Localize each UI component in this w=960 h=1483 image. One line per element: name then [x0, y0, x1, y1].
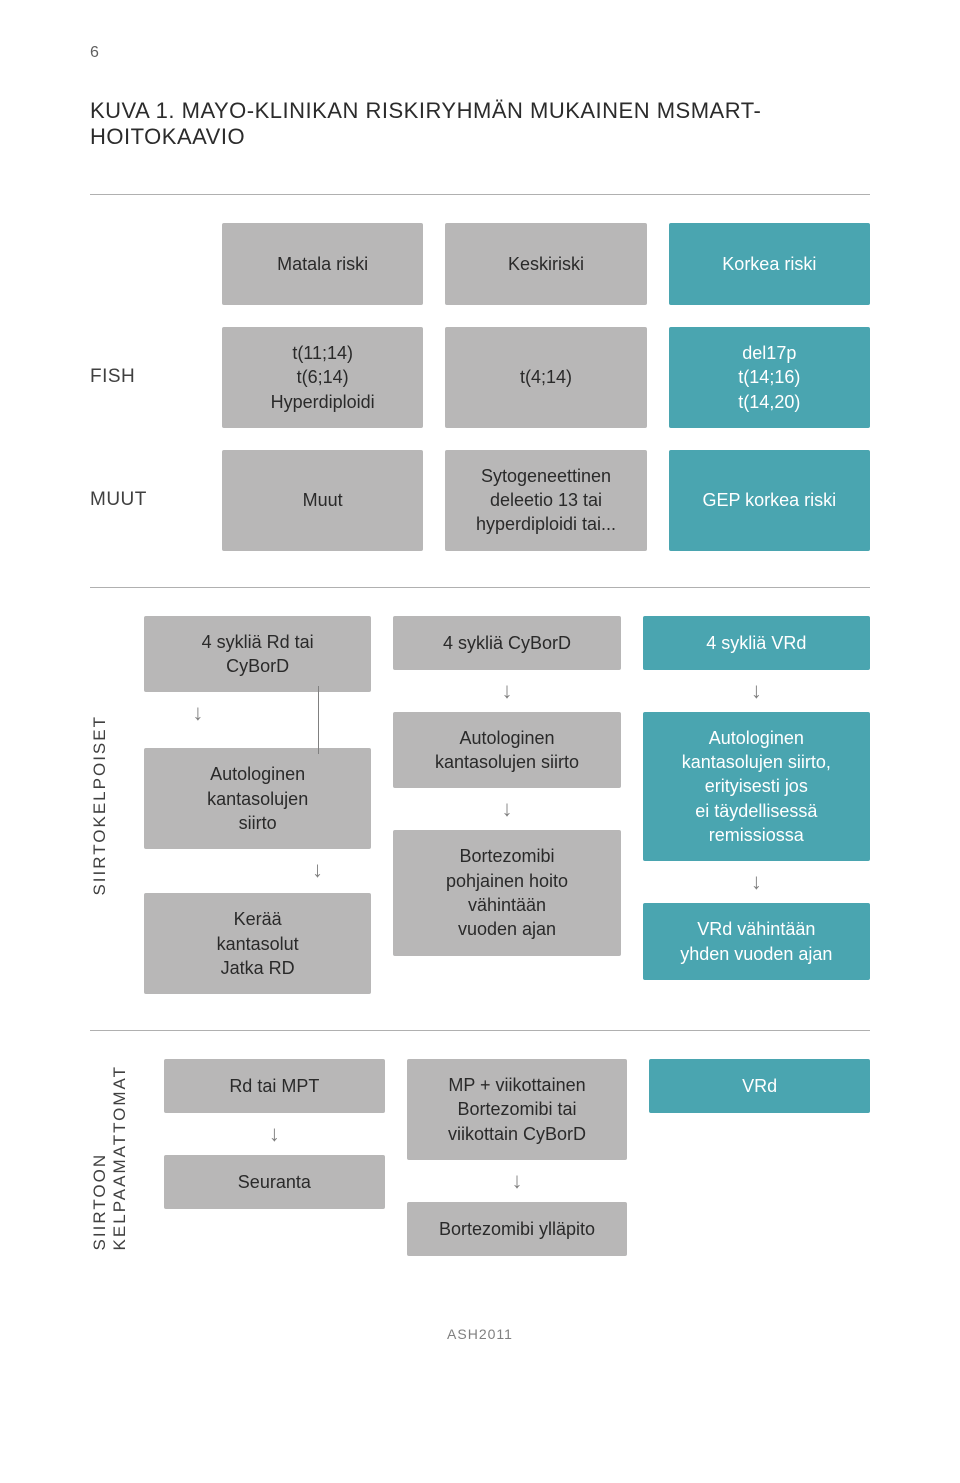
arrow-down-icon: ↓ — [501, 798, 512, 820]
arrow-down-icon: ↓ — [261, 859, 375, 883]
fish-row: FISH t(11;14)t(6;14)Hyperdiploidi t(4;14… — [90, 327, 870, 428]
fish-mid: t(4;14) — [445, 327, 646, 428]
eligible-col-low: 4 sykliä Rd taiCyBorD ↓ Autologinenkanta… — [144, 616, 371, 994]
risk-low-header: Matala riski — [222, 223, 423, 305]
inelig-high-a: VRd — [649, 1059, 870, 1113]
elig-mid-c: Bortezomibipohjainen hoitovähintäänvuode… — [393, 830, 620, 955]
elig-low-b: Autologinenkantasolujensiirto — [144, 748, 371, 849]
fish-label: FISH — [90, 327, 200, 428]
muut-mid: Sytogeneettinendeleetio 13 taihyperdiplo… — [445, 450, 646, 551]
footer-text: ASH2011 — [90, 1326, 870, 1342]
eligible-col-mid: 4 sykliä CyBorD ↓ Autologinenkantasoluje… — [393, 616, 620, 994]
eligible-vlabel: SIIRTOKELPOISET — [90, 715, 110, 896]
inelig-mid-a: MP + viikottainenBortezomibi taiviikotta… — [407, 1059, 628, 1160]
muut-label: MUUT — [90, 450, 200, 551]
arrow-down-icon: ↓ — [141, 702, 255, 738]
elig-mid-a: 4 sykliä CyBorD — [393, 616, 620, 670]
muut-low: Muut — [222, 450, 423, 551]
elig-low-c: KerääkantasolutJatka RD — [144, 893, 371, 994]
arrow-down-icon: ↓ — [511, 1170, 522, 1192]
inelig-low-b: Seuranta — [164, 1155, 385, 1209]
elig-mid-b: Autologinenkantasolujen siirto — [393, 712, 620, 789]
inelig-col-mid: MP + viikottainenBortezomibi taiviikotta… — [407, 1059, 628, 1256]
section-eligible: SIIRTOKELPOISET 4 sykliä Rd taiCyBorD ↓ — [90, 587, 870, 994]
arrow-down-icon: ↓ — [269, 1123, 280, 1145]
figure-title: KUVA 1. MAYO-KLINIKAN RISKIRYHMÄN MUKAIN… — [90, 98, 870, 150]
risk-high-header: Korkea riski — [669, 223, 870, 305]
eligible-col-high: 4 sykliä VRd ↓ Autologinenkantasolujen s… — [643, 616, 870, 994]
inelig-col-low: Rd tai MPT ↓ Seuranta — [164, 1059, 385, 1256]
page-number: 6 — [90, 44, 870, 62]
inelig-mid-b: Bortezomibi ylläpito — [407, 1202, 628, 1256]
arrow-down-icon: ↓ — [751, 871, 762, 893]
branch-line — [318, 686, 319, 754]
elig-low-a: 4 sykliä Rd taiCyBorD — [144, 616, 371, 693]
elig-high-a: 4 sykliä VRd — [643, 616, 870, 670]
fish-low: t(11;14)t(6;14)Hyperdiploidi — [222, 327, 423, 428]
elig-high-b: Autologinenkantasolujen siirto,erityises… — [643, 712, 870, 861]
section-ineligible: SIIRTOONKELPAAMATTOMAT Rd tai MPT ↓ Seur… — [90, 1030, 870, 1266]
ineligible-vlabel: SIIRTOONKELPAAMATTOMAT — [90, 1065, 130, 1250]
section-risk: Matala riski Keskiriski Korkea riski FIS… — [90, 194, 870, 551]
risk-header-row: Matala riski Keskiriski Korkea riski — [90, 223, 870, 305]
arrow-down-icon: ↓ — [501, 680, 512, 702]
inelig-low-a: Rd tai MPT — [164, 1059, 385, 1113]
arrow-down-icon: ↓ — [751, 680, 762, 702]
elig-high-c: VRd vähintäänyhden vuoden ajan — [643, 903, 870, 980]
muut-row: MUUT Muut Sytogeneettinendeleetio 13 tai… — [90, 450, 870, 551]
fish-high: del17pt(14;16)t(14,20) — [669, 327, 870, 428]
inelig-col-high: VRd — [649, 1059, 870, 1256]
muut-high: GEP korkea riski — [669, 450, 870, 551]
risk-mid-header: Keskiriski — [445, 223, 646, 305]
